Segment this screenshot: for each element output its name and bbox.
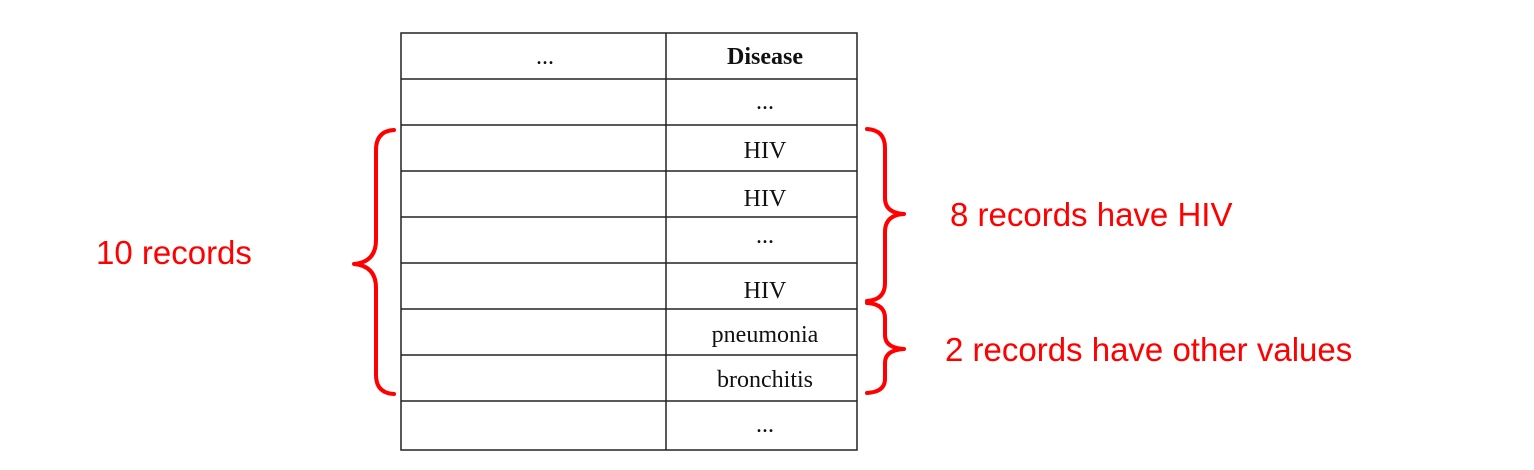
records-table: ... Disease ... HIV HIV ... HIV pneumoni… xyxy=(400,32,858,451)
disease-cell: HIV xyxy=(744,138,787,164)
left-brace xyxy=(352,128,396,396)
disease-cell: pneumonia xyxy=(712,322,819,348)
right-bottom-brace xyxy=(865,301,906,395)
left-brace-label: 10 records xyxy=(96,234,252,271)
right-top-brace xyxy=(865,127,906,303)
disease-cell: ... xyxy=(756,412,774,438)
header-disease: Disease xyxy=(727,44,803,70)
right-top-brace-label: 8 records have HIV xyxy=(950,196,1232,233)
disease-cell: bronchitis xyxy=(717,367,813,393)
disease-cell: HIV xyxy=(744,186,787,212)
right-bottom-brace-label: 2 records have other values xyxy=(945,331,1352,368)
table-border xyxy=(400,32,858,451)
disease-cell: HIV xyxy=(744,278,787,304)
header-other-columns: ... xyxy=(536,44,554,70)
disease-cell: ... xyxy=(756,89,774,115)
disease-cell: ... xyxy=(756,223,774,249)
